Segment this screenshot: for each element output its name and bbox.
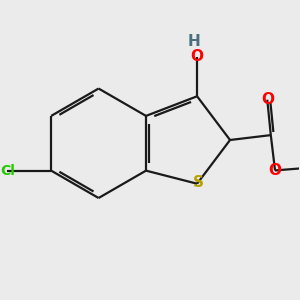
Text: O: O [261,92,274,107]
Text: H: H [188,34,201,49]
Text: O: O [268,163,281,178]
Text: Cl: Cl [0,164,15,178]
Text: O: O [190,50,204,64]
Text: S: S [193,175,204,190]
